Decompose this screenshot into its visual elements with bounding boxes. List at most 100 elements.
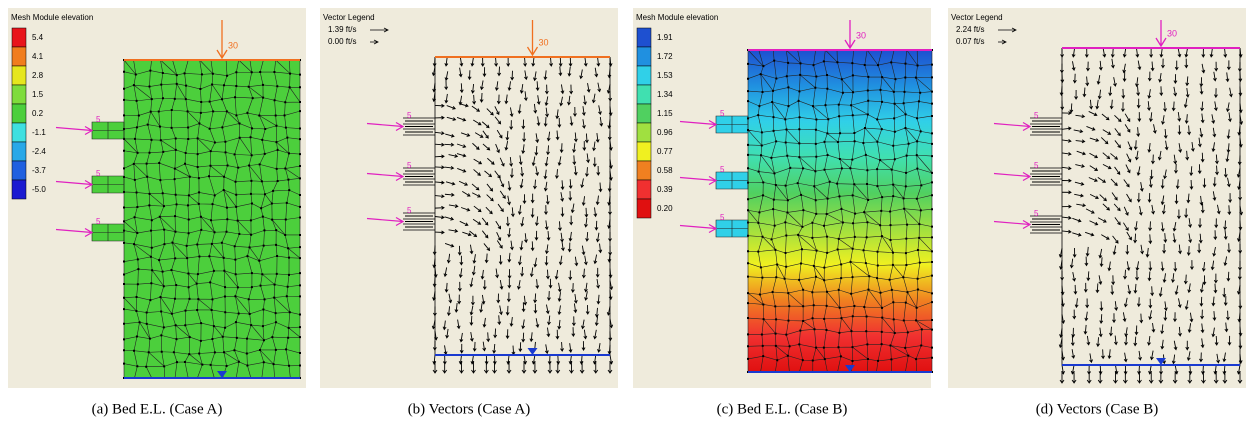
vector-legend-arrow <box>370 39 379 45</box>
legend-swatch <box>11 65 27 86</box>
side-inflow-label: 5 <box>96 217 101 226</box>
legend-swatch <box>11 103 27 124</box>
vector-legend-label: 0.07 ft/s <box>956 37 984 46</box>
inlet-mesh <box>91 223 125 242</box>
inflow-arrow <box>216 20 228 60</box>
legend-label: 0.96 <box>657 128 673 137</box>
side-inflow-label: 5 <box>407 161 412 170</box>
legend-label: 0.77 <box>657 147 673 156</box>
side-inflow-arrow <box>679 223 718 234</box>
legend-label: -3.7 <box>32 166 46 175</box>
legend-label: 1.15 <box>657 109 673 118</box>
legend-swatch <box>636 103 652 124</box>
legend-swatch <box>636 65 652 86</box>
inlet-outline <box>1030 117 1062 136</box>
inflow-label: 30 <box>539 37 549 47</box>
vector-legend-arrow <box>998 27 1017 33</box>
legend-swatch <box>636 179 652 200</box>
side-inflow-arrow <box>366 121 405 132</box>
legend-label: 0.58 <box>657 166 673 175</box>
legend-label: 1.5 <box>32 90 44 99</box>
inlet-mesh <box>715 219 749 238</box>
legend-swatch <box>11 179 27 200</box>
side-inflow-arrow <box>366 216 405 227</box>
outflow-marker <box>1156 358 1166 365</box>
side-inflow-arrow <box>55 227 94 238</box>
legend-title: Mesh Module elevation <box>11 13 93 22</box>
side-inflow-arrow <box>993 219 1032 230</box>
inflow-arrow <box>1155 20 1167 48</box>
side-inflow-label: 5 <box>720 213 725 222</box>
side-inflow-arrow <box>679 119 718 130</box>
inlet-outline <box>403 212 435 231</box>
legend-swatch <box>11 160 27 181</box>
side-inflow-label: 5 <box>720 109 725 118</box>
panel: 30 5 5 5 Vector Legend 2.24 ft/s 0.07 ft/s (d) … <box>948 8 1246 417</box>
vector-legend-label: 2.24 ft/s <box>956 25 984 34</box>
panel: 30 5 5 5 Mesh Module elevation 1.91 1.72 1.53 1.… <box>633 8 933 417</box>
inlet-outline <box>1030 167 1062 186</box>
legend-label: 4.1 <box>32 52 44 61</box>
legend-label: -2.4 <box>32 147 46 156</box>
side-inflow-arrow <box>55 179 94 190</box>
legend-label: 2.8 <box>32 71 44 80</box>
side-inflow-arrow <box>993 171 1032 182</box>
legend-label: 0.2 <box>32 109 44 118</box>
velocity-vectors <box>1032 47 1244 384</box>
legend-label: 1.72 <box>657 52 673 61</box>
side-inflow-arrow <box>366 171 405 182</box>
vector-legend-arrow <box>998 39 1007 45</box>
legend-swatch <box>11 27 27 48</box>
legend-swatch <box>636 27 652 48</box>
legend-title: Vector Legend <box>951 13 1003 22</box>
legend-swatch <box>11 141 27 162</box>
outflow-marker <box>217 371 227 378</box>
inlet-mesh <box>715 115 749 134</box>
inflow-label: 30 <box>856 30 866 40</box>
side-inflow-label: 5 <box>96 115 101 124</box>
legend-label: 1.53 <box>657 71 673 80</box>
inlet-outline <box>403 117 435 136</box>
inflow-arrow <box>844 20 856 50</box>
legend-swatch <box>636 198 652 219</box>
panel: 30 5 5 5 Vector Legend 1.39 ft/s 0.00 ft/s (b) … <box>320 8 618 417</box>
inflow-label: 30 <box>228 40 238 50</box>
inlet-mesh <box>91 175 125 194</box>
panel-background <box>320 8 618 388</box>
legend-title: Mesh Module elevation <box>636 13 718 22</box>
legend-swatch <box>636 141 652 162</box>
caption: (d) Vectors (Case B) <box>1036 401 1159 417</box>
side-inflow-label: 5 <box>1034 209 1039 218</box>
legend-label: 0.39 <box>657 185 673 194</box>
legend-label: 0.20 <box>657 204 673 213</box>
caption: (c) Bed E.L. (Case B) <box>717 401 848 417</box>
vector-legend-arrow <box>370 27 389 33</box>
inflow-arrow <box>526 20 539 57</box>
legend-swatch <box>11 84 27 105</box>
caption: (a) Bed E.L. (Case A) <box>92 401 223 417</box>
outflow-marker <box>527 348 538 355</box>
inlet-mesh <box>715 171 749 190</box>
side-inflow-label: 5 <box>720 165 725 174</box>
side-inflow-label: 5 <box>1034 111 1039 120</box>
legend-swatch <box>636 122 652 143</box>
panel: 30 5 5 5 Mesh Module elevation 5.4 4.1 2.8 1.5 0.… <box>8 8 306 417</box>
vector-legend-label: 0.00 ft/s <box>328 37 356 46</box>
caption: (b) Vectors (Case A) <box>408 401 531 417</box>
velocity-vectors <box>405 56 614 374</box>
legend-label: -1.1 <box>32 128 46 137</box>
legend-swatch <box>11 46 27 67</box>
legend-swatch <box>11 122 27 143</box>
legend-label: 1.91 <box>657 33 673 42</box>
legend-label: 1.34 <box>657 90 673 99</box>
outflow-marker <box>845 365 855 372</box>
legend-swatch <box>636 46 652 67</box>
inlet-mesh <box>91 121 125 140</box>
side-inflow-label: 5 <box>1034 161 1039 170</box>
side-inflow-label: 5 <box>407 111 412 120</box>
legend-swatch <box>636 84 652 105</box>
side-inflow-label: 5 <box>407 206 412 215</box>
vector-legend-label: 1.39 ft/s <box>328 25 356 34</box>
legend-title: Vector Legend <box>323 13 375 22</box>
